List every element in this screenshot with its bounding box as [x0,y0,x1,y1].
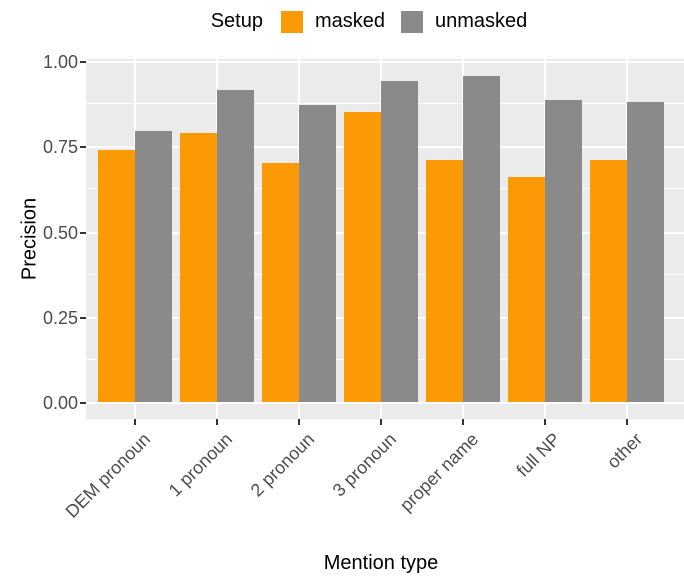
x-tick-label: proper name [395,429,483,516]
bar-masked-full-np [508,176,545,402]
bar-unmasked-other [627,101,664,402]
x-tick-mark [462,419,464,425]
y-tick-label: 0.75 [42,137,78,158]
y-tick-label: 1.00 [42,52,78,72]
x-tick-label: DEM pronoun [61,429,155,522]
legend-item-masked: masked [280,10,385,33]
legend-label-unmasked: unmasked [435,10,528,32]
bar-masked-other [590,159,627,402]
y-tick-label: 0.25 [42,307,78,328]
x-tick-mark [216,419,218,425]
x-tick-label: 2 pronoun [246,429,319,501]
legend-label-masked: masked [314,10,385,32]
y-tick-mark [80,402,86,404]
x-tick-mark [380,419,382,425]
x-tick-mark [298,419,300,425]
y-tick-mark [80,316,86,319]
bar-masked-1-pronoun [180,132,217,402]
bar-masked-dem-pronoun [98,149,135,402]
x-tick-mark [544,419,546,425]
bar-unmasked-dem-pronoun [135,130,172,402]
gridline-major [86,61,684,63]
x-tick-mark [626,419,628,425]
bar-masked-3-pronoun [344,112,381,402]
bar-unmasked-full-np [545,100,582,402]
legend-item-unmasked: unmasked [401,10,527,33]
y-tick-mark [80,61,86,63]
x-tick-label: full NP [512,429,565,481]
gridline-major [86,402,684,404]
x-tick-label: 1 pronoun [164,429,237,501]
legend-title: Setup [210,10,263,32]
y-tick-label: 0.50 [42,222,78,243]
bar-unmasked-3-pronoun [381,81,418,402]
x-tick-label: 3 pronoun [328,429,401,501]
x-tick-label: other [602,429,647,473]
bar-unmasked-proper-name [463,76,500,402]
legend: Setup masked unmasked [0,10,684,33]
bar-masked-proper-name [426,159,463,402]
y-tick-mark [80,231,86,234]
bar-unmasked-2-pronoun [299,105,336,402]
bar-unmasked-1-pronoun [217,89,254,402]
x-axis-title: Mention type [323,552,439,574]
bar-masked-2-pronoun [262,163,299,402]
y-tick-mark [80,146,86,149]
legend-swatch-masked [280,10,303,33]
plot-panel [86,59,684,419]
x-tick-mark [134,419,136,425]
legend-swatch-unmasked [401,10,423,33]
y-tick-label: 0.00 [42,393,78,413]
